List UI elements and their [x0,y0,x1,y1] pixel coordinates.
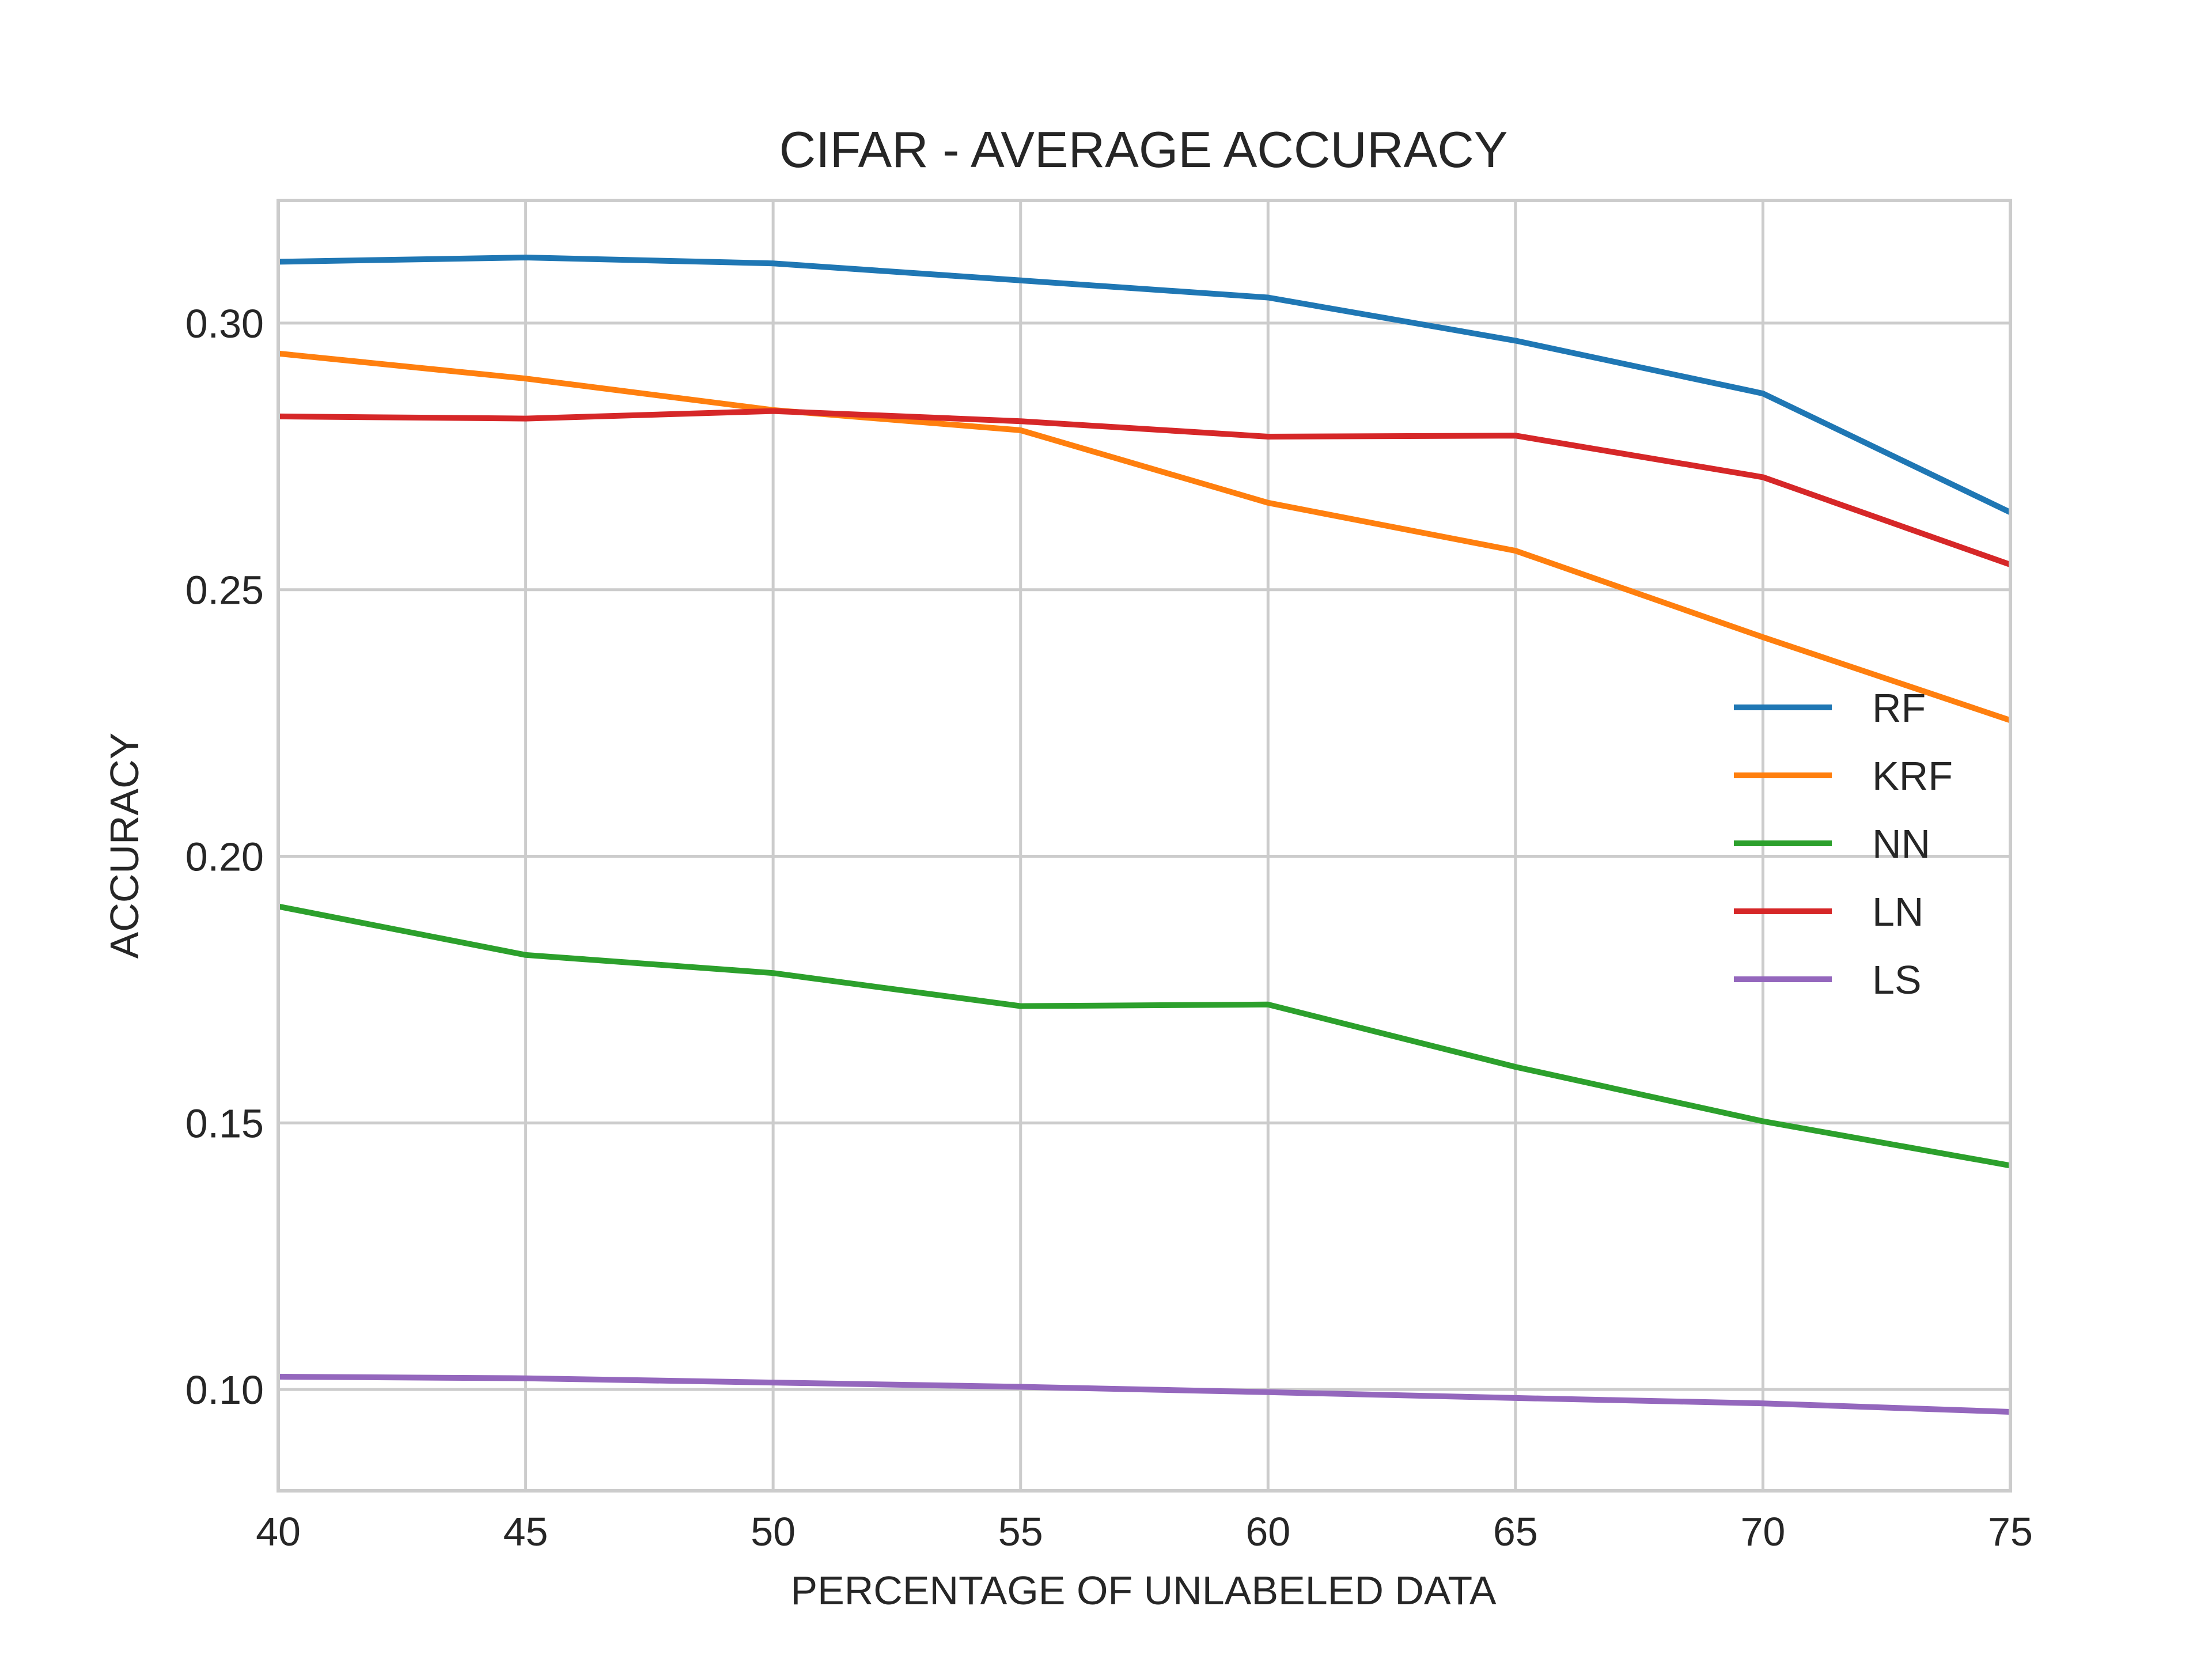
series-line-rf [278,255,2012,516]
x-tick-label: 75 [1988,1509,2033,1554]
y-tick-label: 0.20 [185,835,264,880]
x-axis-label: PERCENTAGE OF UNLABELED DATA [790,1568,1497,1613]
series-line-krf [278,350,2012,724]
plot-frame [276,199,2012,1493]
series-lines [278,255,2012,1415]
x-tick-label: 60 [1245,1509,1290,1554]
y-tick-labels: 0.10 0.15 0.20 0.25 0.30 [185,301,264,1412]
y-tick-label: 0.10 [185,1368,264,1412]
x-tick-labels: 40 45 50 55 60 65 70 75 [256,1509,2033,1554]
series-line-nn [278,903,2011,1169]
series-line-ln [278,408,2012,567]
chart-title: CIFAR - AVERAGE ACCURACY [779,121,1508,178]
legend-label-rf: RF [1872,685,1926,730]
legend-label-krf: KRF [1872,753,1953,798]
x-tick-label: 45 [503,1509,548,1554]
grid-lines [276,200,2012,1491]
legend-label-nn: NN [1872,821,1930,866]
y-tick-label: 0.15 [185,1101,264,1146]
legend-label-ls: LS [1872,957,1922,1002]
y-tick-label: 0.30 [185,301,264,346]
legend: RF KRF NN LN LS [1734,685,1953,1002]
y-tick-label: 0.25 [185,568,264,613]
legend-label-ln: LN [1872,889,1923,934]
x-tick-label: 40 [256,1509,301,1554]
x-tick-label: 70 [1740,1509,1785,1554]
x-tick-label: 65 [1493,1509,1538,1554]
x-tick-label: 55 [998,1509,1043,1554]
x-tick-label: 50 [751,1509,796,1554]
y-axis-label: ACCURACY [102,733,147,959]
series-line-ls [278,1373,2011,1415]
